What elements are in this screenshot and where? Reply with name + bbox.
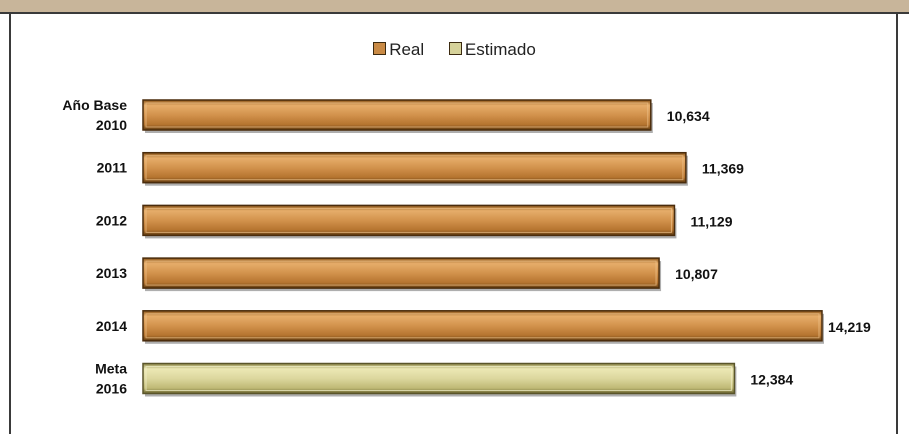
right-border-rule — [896, 12, 898, 434]
chart-legend: Real Estimado — [0, 40, 909, 60]
legend-label-real: Real — [389, 40, 425, 59]
value-label: 11,369 — [702, 161, 744, 177]
category-label: Meta 2016 — [95, 361, 127, 397]
value-label: 11,129 — [690, 213, 732, 229]
legend-item-estimado: Estimado — [448, 40, 536, 60]
category-label: 2011 — [97, 160, 128, 176]
bar-highlight — [145, 260, 657, 286]
category-label: 2013 — [96, 265, 127, 281]
bar-highlight — [145, 366, 732, 391]
category-label: Año Base 2010 — [62, 97, 127, 133]
legend-label-estimado: Estimado — [464, 40, 536, 59]
bar-highlight — [145, 155, 684, 181]
bar-highlight — [145, 313, 820, 339]
category-label: 2014 — [96, 318, 127, 334]
bar-highlight — [145, 102, 649, 128]
value-label: 12,384 — [750, 372, 793, 388]
bar-real — [142, 257, 660, 289]
category-label: 2012 — [96, 212, 127, 228]
legend-swatch-real — [373, 42, 387, 55]
left-border-rule — [9, 12, 11, 434]
legend-item-real: Real — [373, 40, 424, 60]
bar-real — [142, 204, 676, 237]
value-label: 14,219 — [828, 319, 871, 335]
value-label: 10,634 — [667, 108, 710, 124]
bar-highlight — [145, 207, 672, 233]
bar-real — [142, 99, 652, 131]
bar-real — [142, 151, 687, 184]
bar-estimado — [142, 362, 736, 395]
top-border-band — [0, 0, 909, 14]
value-label: 10,807 — [675, 266, 718, 282]
legend-swatch-estimado — [448, 42, 462, 55]
bar-real — [142, 310, 823, 342]
